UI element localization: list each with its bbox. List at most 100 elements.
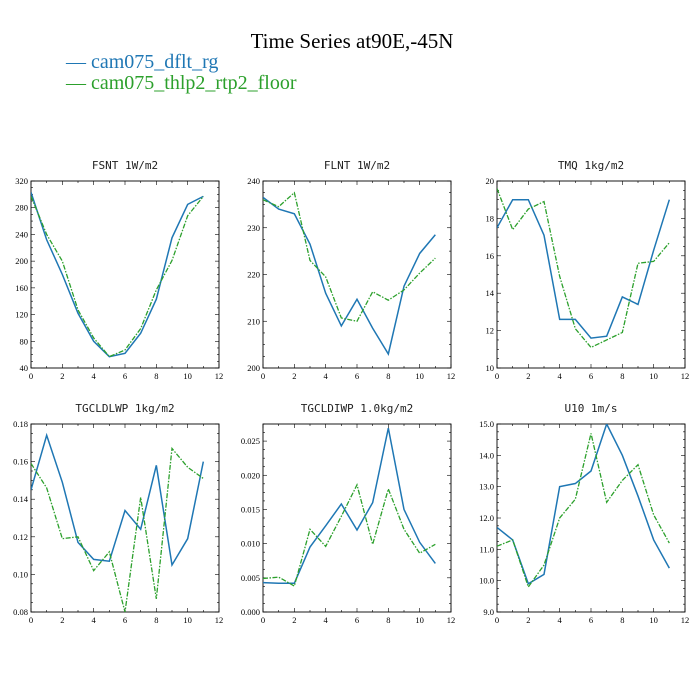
x-tick-label: 10	[415, 371, 424, 381]
y-tick-label: 280	[15, 203, 28, 213]
y-tick-label: 10	[486, 363, 495, 373]
panel-3: TMQ 1kg/m2 0 2 4 6 8 10 12 10 12 14 16 18 20	[486, 159, 690, 381]
x-tick-label: 6	[355, 371, 359, 381]
series-line-dflt	[263, 427, 436, 585]
series-line-thlp2	[31, 195, 204, 358]
y-tick-label: 0.18	[13, 419, 28, 429]
panel-title: FSNT 1W/m2	[92, 159, 158, 172]
x-tick-label: 2	[292, 371, 296, 381]
y-tick-label: 0.015	[241, 504, 260, 514]
panel-4: TGCLDLWP 1kg/m2 0 2 4 6 8 10 12 0.08 0.10 0.12 0.14…	[13, 402, 223, 625]
y-tick-label: 20	[486, 176, 495, 186]
x-tick-label: 10	[649, 615, 658, 625]
panels-group: FSNT 1W/m20 2 4 6 8 10 12408012016020024028032…	[13, 159, 689, 625]
y-tick-label: 0.12	[13, 532, 28, 542]
x-tick-label: 12	[681, 615, 690, 625]
panel-title: U10 1m/s	[565, 402, 618, 415]
series-line-dflt	[31, 432, 205, 568]
x-tick-label: 6	[123, 615, 127, 625]
x-tick-label: 12	[215, 615, 224, 625]
y-tick-label: 0.020	[241, 470, 260, 480]
x-tick-label: 0	[261, 615, 265, 625]
panel-title: FLNT 1W/m2	[324, 159, 390, 172]
x-tick-label: 12	[215, 371, 224, 381]
x-tick-label: 6	[589, 615, 593, 625]
y-tick-label: 9.0	[483, 607, 494, 617]
x-tick-label: 2	[60, 615, 64, 625]
x-tick-label: 10	[649, 371, 658, 381]
x-tick-label: 8	[620, 615, 624, 625]
plot-frame	[262, 180, 452, 369]
y-tick-label: 11.0	[479, 544, 494, 554]
x-tick-label: 12	[447, 371, 456, 381]
plot-frame	[496, 423, 686, 613]
series-line-thlp2	[497, 188, 670, 349]
y-tick-label: 16	[486, 251, 495, 261]
panel-title: TMQ 1kg/m2	[558, 159, 624, 172]
y-tick-label: 240	[15, 229, 28, 239]
x-tick-label: 2	[60, 371, 64, 381]
y-tick-label: 13.0	[479, 482, 494, 492]
x-tick-label: 10	[183, 615, 192, 625]
y-tick-label: 14.0	[479, 450, 494, 460]
y-tick-label: 14	[486, 288, 495, 298]
x-tick-label: 2	[526, 615, 530, 625]
y-tick-label: 0.005	[241, 573, 260, 583]
series-line-thlp2	[263, 191, 436, 322]
x-tick-label: 8	[386, 371, 390, 381]
y-tick-label: 40	[20, 363, 29, 373]
y-tick-label: 200	[247, 363, 260, 373]
y-tick-label: 0.025	[241, 436, 260, 446]
x-tick-label: 0	[29, 615, 33, 625]
y-tick-label: 0.010	[241, 539, 260, 549]
x-tick-label: 10	[415, 615, 424, 625]
series-line-dflt	[263, 196, 436, 356]
y-tick-label: 15.0	[479, 419, 494, 429]
panel-2: FLNT 1W/m2 0 2 4 6 8 10 12 200 210 220 230 240	[247, 159, 455, 381]
x-tick-label: 2	[526, 371, 530, 381]
panel-5: TGCLDIWP 1.0kg/m2 0 2 4 6 8 10 12 0.000 0.005 0.01…	[241, 402, 455, 625]
x-tick-label: 8	[620, 371, 624, 381]
y-tick-label: 18	[486, 213, 495, 223]
series-line-thlp2	[263, 483, 436, 587]
y-tick-label: 230	[247, 223, 260, 233]
series-line-dflt	[497, 198, 671, 339]
x-tick-label: 0	[495, 615, 499, 625]
x-tick-label: 8	[154, 615, 158, 625]
y-tick-label: 0.16	[13, 457, 28, 467]
legend-entry-dflt: — cam075_dflt_rg	[65, 51, 218, 73]
x-tick-label: 4	[324, 371, 329, 381]
plot-frame	[30, 423, 220, 613]
y-tick-label: 210	[247, 316, 260, 326]
series-line-dflt	[497, 424, 670, 585]
panel-1: FSNT 1W/m2 0 2 4 6 8 10 12 40 80 120 160 200 240 280 32…	[15, 159, 223, 381]
panel-title: TGCLDLWP 1kg/m2	[75, 402, 174, 415]
x-tick-label: 8	[386, 615, 390, 625]
panel-6: U10 1m/s 0 2 4 6 8 10 12 9.0 10.0 11.0 12.0 13.0 14.0…	[479, 402, 689, 625]
y-tick-label: 160	[15, 283, 28, 293]
x-tick-label: 10	[183, 371, 192, 381]
x-tick-label: 12	[681, 371, 690, 381]
y-tick-label: 80	[20, 336, 29, 346]
x-tick-label: 6	[355, 615, 359, 625]
y-tick-label: 0.08	[13, 607, 28, 617]
y-tick-label: 240	[247, 176, 260, 186]
panel-title: TGCLDIWP 1.0kg/m2	[301, 402, 414, 415]
x-tick-label: 6	[123, 371, 127, 381]
x-tick-label: 0	[261, 371, 265, 381]
y-tick-label: 120	[15, 310, 28, 320]
x-tick-label: 6	[589, 371, 593, 381]
figure-title: Time Series at90E,-45N	[251, 29, 454, 53]
y-tick-label: 0.000	[241, 607, 260, 617]
x-tick-label: 0	[29, 371, 33, 381]
y-tick-label: 0.14	[13, 494, 29, 504]
x-tick-label: 4	[92, 615, 97, 625]
x-tick-label: 8	[154, 371, 158, 381]
x-tick-label: 2	[292, 615, 296, 625]
x-tick-label: 0	[495, 371, 499, 381]
plot-frame	[496, 180, 686, 369]
y-tick-label: 200	[15, 256, 28, 266]
y-tick-label: 320	[15, 176, 28, 186]
plot-frame	[30, 180, 220, 369]
legend-entry-thlp2: — cam075_thlp2_rtp2_floor	[65, 72, 297, 94]
